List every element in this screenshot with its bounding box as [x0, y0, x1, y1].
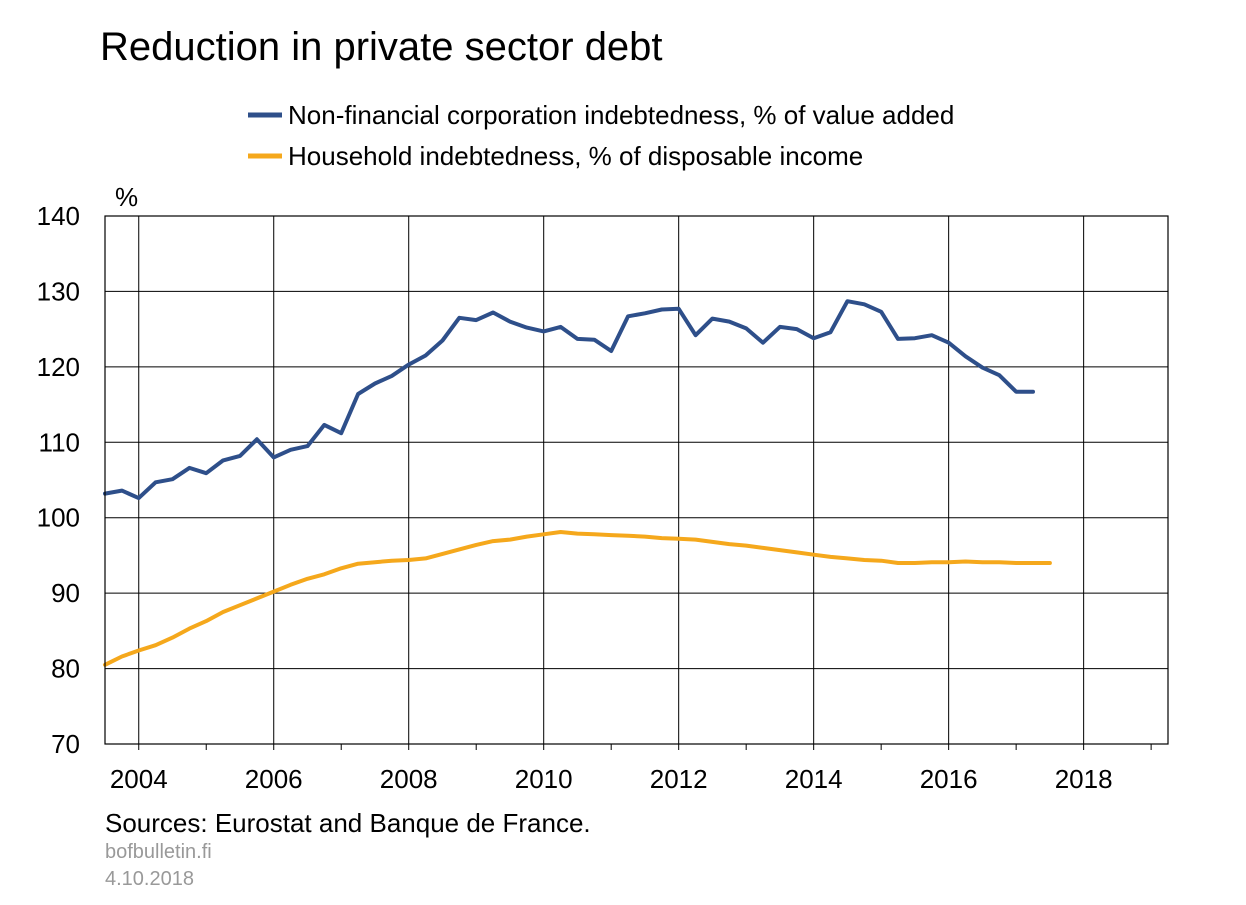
- gridlines: [105, 216, 1168, 744]
- series-line-0: [103, 299, 1035, 501]
- x-tick-label: 2006: [245, 764, 303, 794]
- y-tick-label: 110: [39, 427, 80, 457]
- x-tick-label: 2010: [515, 764, 573, 794]
- y-tick-label: 80: [51, 654, 80, 684]
- source-note: Sources: Eurostat and Banque de France.: [105, 808, 591, 838]
- y-tick-label: 90: [51, 578, 80, 608]
- x-tick-label: 2016: [920, 764, 978, 794]
- x-tick-label: 2014: [785, 764, 843, 794]
- y-unit-label: %: [115, 182, 138, 212]
- x-tick-label: 2018: [1055, 764, 1113, 794]
- axis-ticks: 70 80 90 100 110 120 130 140 2004 2006 2008 2010 201…: [37, 201, 1152, 794]
- series-line-1: [103, 530, 1052, 667]
- y-tick-label: 100: [37, 503, 80, 533]
- chart-title: Reduction in private sector debt: [100, 25, 663, 69]
- x-tick-label: 2004: [110, 764, 168, 794]
- y-tick-label: 70: [51, 729, 80, 759]
- x-tick-label: 2012: [650, 764, 708, 794]
- y-tick-label: 120: [37, 352, 80, 382]
- plot-frame: [104, 215, 1169, 745]
- site-url: bofbulletin.fi: [105, 841, 212, 863]
- x-tick-label: 2008: [380, 764, 438, 794]
- legend-label-corporation: Non-financial corporation indebtedness, …: [288, 100, 954, 130]
- legend-label-household: Household indebtedness, % of disposable …: [288, 141, 863, 171]
- y-tick-label: 140: [37, 201, 80, 231]
- legend: Non-financial corporation indebtedness, …: [248, 100, 954, 171]
- series-lines: [103, 299, 1052, 667]
- publish-date: 4.10.2018: [105, 868, 194, 890]
- y-tick-label: 130: [37, 276, 80, 306]
